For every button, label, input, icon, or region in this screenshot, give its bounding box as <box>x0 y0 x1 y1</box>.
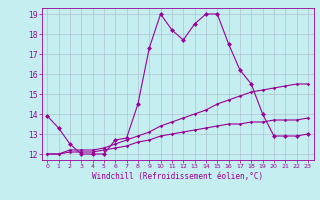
X-axis label: Windchill (Refroidissement éolien,°C): Windchill (Refroidissement éolien,°C) <box>92 172 263 181</box>
